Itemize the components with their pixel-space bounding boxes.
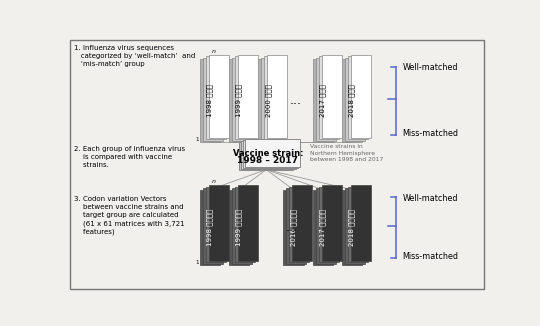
Bar: [267, 55, 287, 138]
Bar: [348, 56, 368, 139]
Bar: [292, 185, 312, 260]
Bar: [238, 185, 258, 260]
Text: 2000 유행주: 2000 유행주: [265, 84, 272, 117]
Text: Miss-matched: Miss-matched: [402, 129, 458, 138]
Text: 1999 유행주: 1999 유행주: [236, 84, 242, 117]
Text: Vaccine strains in
Northern Hemisphere
between 1998 and 2017: Vaccine strains in Northern Hemisphere b…: [310, 144, 383, 162]
Bar: [342, 190, 362, 265]
Text: 1: 1: [195, 260, 199, 265]
Text: Well-matched: Well-matched: [402, 194, 458, 203]
Bar: [202, 188, 223, 263]
Bar: [243, 140, 298, 168]
Bar: [206, 56, 226, 139]
Text: 1998 – 2017: 1998 – 2017: [238, 156, 299, 165]
Text: 1998 유행주: 1998 유행주: [206, 84, 213, 117]
Bar: [200, 190, 220, 265]
Text: 2018 배이바터: 2018 배이바터: [349, 209, 355, 246]
Bar: [235, 56, 255, 139]
Bar: [238, 55, 258, 138]
Bar: [289, 187, 309, 262]
Bar: [342, 59, 362, 142]
Bar: [208, 185, 228, 260]
Bar: [229, 190, 249, 265]
Bar: [351, 55, 371, 138]
Bar: [348, 187, 368, 262]
Text: 1: 1: [195, 137, 199, 142]
Text: 2. Each group of influenza virus
    is compared with vaccine
    strains.: 2. Each group of influenza virus is comp…: [74, 146, 185, 168]
Text: 2016 배이바터: 2016 배이바터: [290, 209, 297, 246]
Bar: [319, 56, 339, 139]
Text: Miss-matched: Miss-matched: [402, 252, 458, 261]
Bar: [232, 188, 252, 263]
Text: Well-matched: Well-matched: [402, 64, 458, 72]
Bar: [239, 142, 294, 170]
Bar: [351, 185, 371, 260]
Bar: [229, 59, 249, 142]
Bar: [235, 187, 255, 262]
Bar: [284, 190, 303, 265]
Bar: [202, 58, 223, 141]
Bar: [313, 59, 333, 142]
Bar: [313, 190, 333, 265]
Bar: [319, 187, 339, 262]
Bar: [286, 188, 307, 263]
Text: 1998 배이바터: 1998 배이바터: [206, 209, 213, 246]
Bar: [316, 58, 336, 141]
Text: ...: ...: [286, 221, 298, 234]
Text: ...: ...: [289, 94, 301, 107]
Text: 3. Codon variation Vectors
    between vaccine strains and
    target group are : 3. Codon variation Vectors between vacci…: [74, 196, 184, 235]
Bar: [232, 58, 252, 141]
Text: 1999 배이바터: 1999 배이바터: [236, 209, 242, 246]
Text: 2017 배이바터: 2017 배이바터: [320, 209, 326, 246]
Bar: [321, 55, 342, 138]
Bar: [208, 55, 228, 138]
Bar: [345, 188, 365, 263]
Text: n: n: [212, 179, 216, 185]
Bar: [261, 58, 281, 141]
Text: Vaccine strain:: Vaccine strain:: [233, 149, 303, 157]
Bar: [206, 187, 226, 262]
Bar: [241, 141, 295, 169]
Bar: [258, 59, 279, 142]
Text: 1. Influenza virus sequences
   categorized by ‘well-match’  and
   ‘mis-match’ : 1. Influenza virus sequences categorized…: [74, 45, 195, 67]
Bar: [245, 139, 300, 167]
Bar: [316, 188, 336, 263]
Bar: [321, 185, 342, 260]
Bar: [345, 58, 365, 141]
Text: 2017 유행주: 2017 유행주: [320, 84, 326, 117]
Text: n: n: [212, 49, 216, 54]
Bar: [200, 59, 220, 142]
Bar: [264, 56, 284, 139]
Text: 2018 유행주: 2018 유행주: [349, 84, 355, 117]
